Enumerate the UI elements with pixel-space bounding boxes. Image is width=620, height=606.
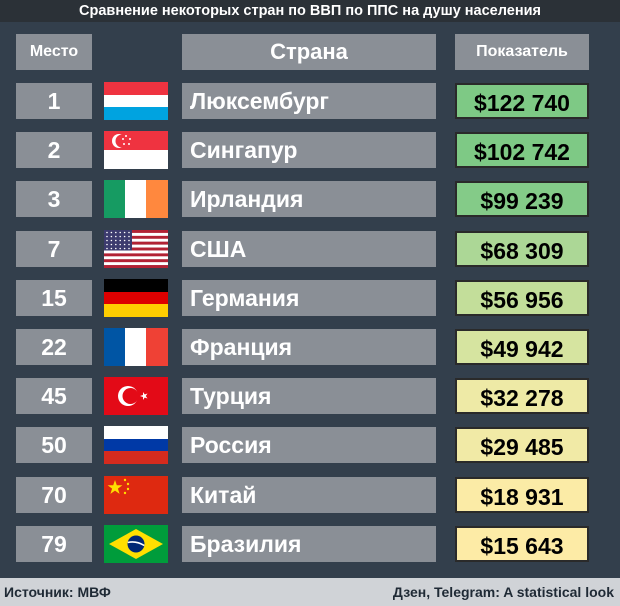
chart-title: Сравнение некоторых стран по ВВП по ППС … bbox=[0, 0, 620, 22]
usa-flag-icon bbox=[104, 230, 168, 269]
country-cell: Бразилия bbox=[182, 526, 436, 562]
france-flag-icon bbox=[104, 328, 168, 366]
russia-flag-icon bbox=[104, 426, 168, 464]
ireland-flag-icon bbox=[104, 180, 168, 218]
rank-cell: 2 bbox=[16, 132, 92, 168]
column-header-place: Место bbox=[16, 34, 92, 70]
rank-cell: 70 bbox=[16, 477, 92, 513]
source-note: Источник: МВФ bbox=[4, 584, 111, 600]
brazil-flag-icon bbox=[104, 525, 168, 563]
column-header-country: Страна bbox=[182, 34, 436, 70]
value-cell: $49 942 bbox=[455, 329, 589, 365]
value-cell: $18 931 bbox=[455, 477, 589, 513]
rank-cell: 50 bbox=[16, 427, 92, 463]
country-cell: Турция bbox=[182, 378, 436, 414]
column-header-value: Показатель bbox=[455, 34, 589, 70]
value-cell: $68 309 bbox=[455, 231, 589, 267]
country-cell: Германия bbox=[182, 280, 436, 316]
singapore-flag-icon bbox=[104, 131, 168, 169]
country-cell: Люксембург bbox=[182, 83, 436, 119]
value-cell: $122 740 bbox=[455, 83, 589, 119]
germany-flag-icon bbox=[104, 279, 168, 317]
value-cell: $15 643 bbox=[455, 526, 589, 562]
country-cell: Ирландия bbox=[182, 181, 436, 217]
turkey-flag-icon bbox=[104, 377, 168, 415]
value-cell: $56 956 bbox=[455, 280, 589, 316]
rank-cell: 3 bbox=[16, 181, 92, 217]
value-cell: $32 278 bbox=[455, 378, 589, 414]
country-cell: Франция bbox=[182, 329, 436, 365]
country-cell: Россия bbox=[182, 427, 436, 463]
country-cell: Сингапур bbox=[182, 132, 436, 168]
footer: Источник: МВФ Дзен, Telegram: A statisti… bbox=[0, 578, 620, 606]
credit-note: Дзен, Telegram: A statistical look bbox=[392, 584, 614, 600]
country-cell: США bbox=[182, 231, 436, 267]
rank-cell: 79 bbox=[16, 526, 92, 562]
rank-cell: 45 bbox=[16, 378, 92, 414]
luxembourg-flag-icon bbox=[104, 82, 168, 120]
country-cell: Китай bbox=[182, 477, 436, 513]
value-cell: $102 742 bbox=[455, 132, 589, 168]
rank-cell: 15 bbox=[16, 280, 92, 316]
china-flag-icon bbox=[104, 476, 168, 514]
value-cell: $29 485 bbox=[455, 427, 589, 463]
value-cell: $99 239 bbox=[455, 181, 589, 217]
rank-cell: 1 bbox=[16, 83, 92, 119]
rank-cell: 22 bbox=[16, 329, 92, 365]
rank-cell: 7 bbox=[16, 231, 92, 267]
